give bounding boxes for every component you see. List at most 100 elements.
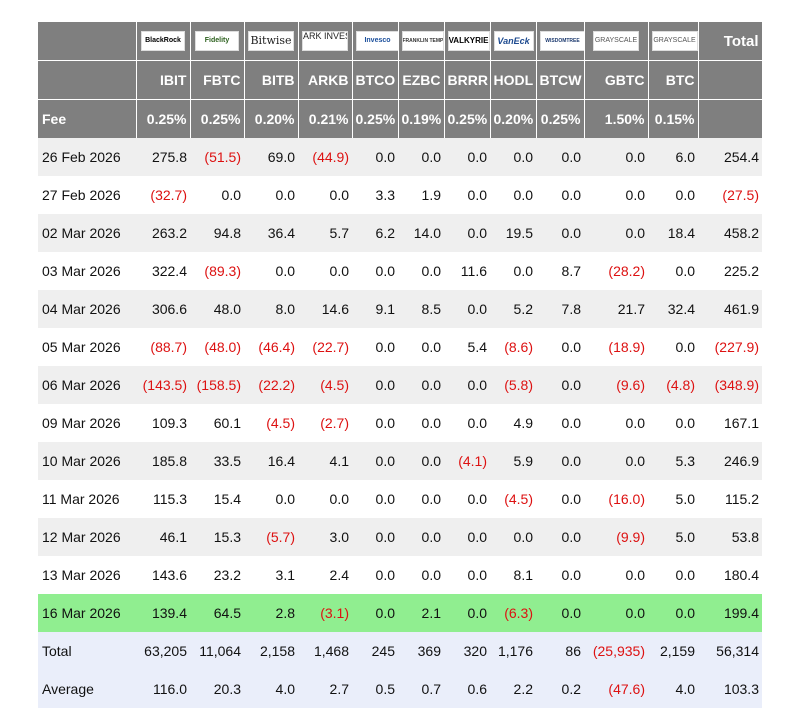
flow-cell: 0.0 (352, 518, 398, 556)
flow-cell: 0.0 (398, 556, 444, 594)
footer-cell: 4.0 (244, 670, 298, 708)
flow-cell: 0.0 (398, 138, 444, 176)
flow-cell: 21.7 (584, 290, 648, 328)
flow-cell: 0.0 (648, 556, 698, 594)
flow-cell: (4.1) (444, 442, 490, 480)
flow-cell: 0.0 (398, 442, 444, 480)
footer-cell: 2.2 (490, 670, 536, 708)
flow-cell: (5.8) (490, 366, 536, 404)
flow-cell: 5.7 (298, 214, 352, 252)
flow-cell: (44.9) (298, 138, 352, 176)
flow-cell: 15.4 (190, 480, 244, 518)
flow-cell: 0.0 (444, 480, 490, 518)
table-footer: Total 63,205 11,064 2,158 1,468 245 369 320 1,17… (38, 632, 762, 708)
flow-cell: 0.0 (352, 252, 398, 290)
flow-cell: 8.0 (244, 290, 298, 328)
flow-cell: 0.0 (536, 556, 584, 594)
flow-cell: 0.0 (536, 442, 584, 480)
table-row: 06 Mar 2026 (143.5) (158.5) (22.2) (4.5) 0.0 0… (38, 366, 762, 404)
flow-cell: 0.0 (648, 594, 698, 632)
footer-cell: 369 (398, 632, 444, 670)
flow-cell: 0.0 (398, 404, 444, 442)
footer-cell: 2,159 (648, 632, 698, 670)
flow-cell: 0.0 (490, 518, 536, 556)
footer-cell: 0.7 (398, 670, 444, 708)
flow-cell: 8.5 (398, 290, 444, 328)
total-header: Total (698, 22, 763, 61)
flow-cell: 36.4 (244, 214, 298, 252)
flow-cell: 14.6 (298, 290, 352, 328)
footer-total: 103.3 (698, 670, 762, 708)
flow-cell: 322.4 (136, 252, 190, 290)
flow-cell: 33.5 (190, 442, 244, 480)
fee-label: Fee (38, 99, 137, 138)
table-row: 04 Mar 2026 306.6 48.0 8.0 14.6 9.1 8.5 0.0 5.2 7… (38, 290, 762, 328)
flow-cell: 5.9 (490, 442, 536, 480)
row-date: 04 Mar 2026 (38, 290, 136, 328)
footer-cell: 4.0 (648, 670, 698, 708)
flow-cell: 94.8 (190, 214, 244, 252)
footer-cell: 11,064 (190, 632, 244, 670)
flow-cell: 19.5 (490, 214, 536, 252)
fee-ezbc: 0.19% (398, 99, 445, 138)
logo-cell-bitb: Bitwise (244, 22, 299, 61)
flow-cell: 32.4 (648, 290, 698, 328)
flow-cell: (28.2) (584, 252, 648, 290)
logo-cell-ibit: BlackRock (136, 22, 191, 61)
flow-cell: 0.0 (584, 214, 648, 252)
flow-cell: 306.6 (136, 290, 190, 328)
flow-cell: 115.3 (136, 480, 190, 518)
flow-cell: (22.2) (244, 366, 298, 404)
brand-logo-bitb: Bitwise (248, 31, 294, 51)
flow-cell: 0.0 (444, 138, 490, 176)
flow-cell: 23.2 (190, 556, 244, 594)
flow-cell: 0.0 (584, 594, 648, 632)
row-total: (348.9) (698, 366, 762, 404)
flow-cell: (88.7) (136, 328, 190, 366)
flow-cell: 60.1 (190, 404, 244, 442)
logo-cell-gbtc: GRAYSCALE (584, 22, 649, 61)
footer-cell: 245 (352, 632, 398, 670)
flow-cell: 14.0 (398, 214, 444, 252)
brand-logo-btco: Invesco (355, 31, 397, 51)
ticker-brrr: BRRR (444, 60, 491, 100)
flow-cell: 0.0 (398, 518, 444, 556)
flow-cell: 139.4 (136, 594, 190, 632)
flow-cell: 5.3 (648, 442, 698, 480)
flow-cell: 0.0 (352, 404, 398, 442)
flow-cell: 0.0 (584, 404, 648, 442)
footer-total: 56,314 (698, 632, 762, 670)
fee-hodl: 0.20% (490, 99, 537, 138)
flow-cell: 69.0 (244, 138, 298, 176)
flow-cell: 4.9 (490, 404, 536, 442)
flow-cell: (89.3) (190, 252, 244, 290)
row-total: 180.4 (698, 556, 762, 594)
row-total: 225.2 (698, 252, 762, 290)
flow-cell: 8.7 (536, 252, 584, 290)
flow-cell: (16.0) (584, 480, 648, 518)
flow-cell: 0.0 (352, 328, 398, 366)
flow-cell: 185.8 (136, 442, 190, 480)
logo-cell-btcw: WISDOMTREE (536, 22, 585, 61)
flow-cell: 0.0 (536, 480, 584, 518)
flow-cell: 0.0 (648, 176, 698, 214)
flow-cell: 0.0 (444, 290, 490, 328)
flow-cell: 263.2 (136, 214, 190, 252)
flow-cell: 0.0 (352, 480, 398, 518)
row-date: 03 Mar 2026 (38, 252, 136, 290)
etf-flow-table: BlackRock Fidelity Bitwise ARK INVEST Invesc… (38, 22, 763, 708)
logo-cell-fbtc: Fidelity (190, 22, 245, 61)
flow-cell: 9.1 (352, 290, 398, 328)
etf-flow-table-container: BlackRock Fidelity Bitwise ARK INVEST Invesc… (38, 22, 763, 708)
row-date: 02 Mar 2026 (38, 214, 136, 252)
row-date: 16 Mar 2026 (38, 594, 136, 632)
fee-gbtc: 1.50% (584, 99, 649, 138)
row-total: 254.4 (698, 138, 762, 176)
flow-cell: 0.0 (490, 176, 536, 214)
flow-cell: 0.0 (352, 556, 398, 594)
footer-cell: (47.6) (584, 670, 648, 708)
flow-cell: 15.3 (190, 518, 244, 556)
flow-cell: 3.3 (352, 176, 398, 214)
flow-cell: (4.8) (648, 366, 698, 404)
flow-cell: (9.9) (584, 518, 648, 556)
